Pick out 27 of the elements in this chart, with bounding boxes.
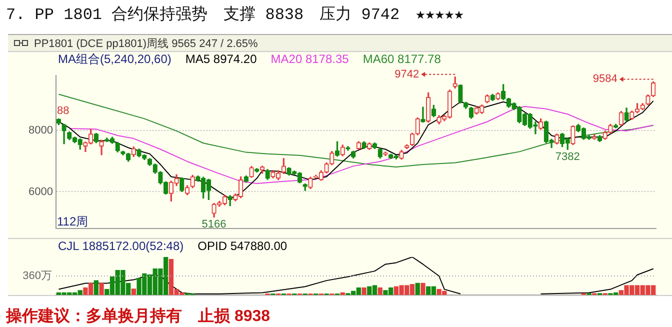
text: MA20 8178.35 xyxy=(270,52,349,66)
bar xyxy=(131,288,136,295)
text: MA60 8177.78 xyxy=(362,52,441,66)
y-tick-label: 6000 xyxy=(28,186,53,198)
text: MA5 8974.20 xyxy=(185,52,257,66)
text: OPID 547880.00 xyxy=(198,239,288,253)
annotation: 5166 xyxy=(202,218,226,231)
bar xyxy=(362,287,366,295)
chart-title: 7. PP 1801 合约保持强势 支撑 8838 压力 9742 ★★★★★ xyxy=(5,4,465,26)
legend-title: MA组合(5,240,20,60) xyxy=(58,52,172,66)
series-label: CJL 1885172.00(52:48) xyxy=(58,239,184,253)
text: 操作建议：多单换月持有 止损 8938 xyxy=(4,306,272,327)
bar xyxy=(378,287,382,295)
annotation: 112周 xyxy=(57,214,88,229)
annotation: 9742 xyxy=(394,68,420,80)
bar xyxy=(340,292,345,295)
bar xyxy=(415,282,420,295)
bar xyxy=(420,282,426,295)
y-tick-label: 8000 xyxy=(28,124,53,137)
bar xyxy=(99,282,104,295)
chart-subtitle: PP1801 (DCE pp1801)周线 9565 247 / 2.65% xyxy=(34,36,258,50)
annotation: 7382 xyxy=(555,151,580,164)
annotation: 9584 xyxy=(592,73,618,86)
candlestick xyxy=(420,106,426,123)
annotation: 88 xyxy=(57,105,70,118)
ref-line-label: 360万 xyxy=(22,270,52,282)
bar xyxy=(94,280,99,295)
